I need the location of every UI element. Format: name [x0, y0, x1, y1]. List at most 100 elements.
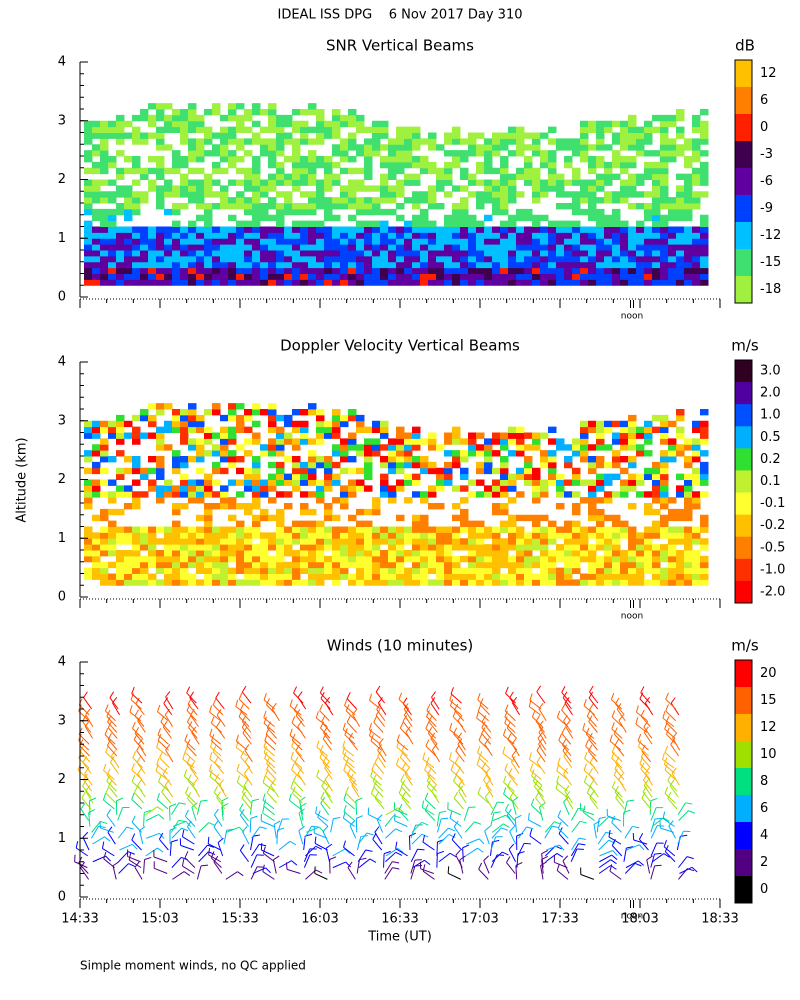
field-cell: [684, 503, 693, 510]
noon-label: noon: [621, 312, 643, 322]
field-cell: [556, 244, 565, 251]
field-cell: [476, 244, 485, 251]
field-cell: [116, 491, 125, 498]
field-cell: [532, 514, 541, 522]
field-cell: [596, 144, 605, 151]
field-cell: [484, 156, 493, 163]
field-cell: [516, 544, 525, 551]
wind-barb: [394, 820, 408, 827]
wind-barb: [295, 715, 305, 727]
field-cell: [700, 426, 709, 433]
field-cell: [84, 226, 93, 233]
field-cell: [204, 503, 213, 510]
field-cell: [372, 244, 381, 251]
field-cell: [644, 538, 653, 545]
field-cell: [420, 532, 429, 539]
field-cell: [516, 226, 525, 233]
wind-barb: [477, 710, 489, 722]
field-cell: [532, 432, 541, 439]
field-cell: [132, 438, 141, 445]
field-cell: [580, 497, 589, 504]
field-cell: [620, 491, 629, 498]
field-cell: [444, 179, 453, 186]
field-cell: [540, 255, 549, 263]
field-cell: [252, 226, 261, 233]
field-cell: [644, 426, 653, 433]
field-cell: [300, 255, 309, 263]
field-cell: [220, 432, 229, 439]
wind-barb: [182, 865, 195, 874]
field-cell: [380, 126, 389, 133]
colorbar-frame: [734, 659, 753, 904]
field-cell: [492, 479, 501, 486]
field-cell: [356, 220, 365, 227]
field-cell: [284, 179, 293, 186]
wind-barb: [424, 792, 429, 800]
field-cell: [516, 273, 525, 280]
x-tick-label: 14:33: [61, 912, 98, 927]
field-cell: [212, 550, 221, 557]
field-cell: [132, 526, 141, 533]
field-cell: [140, 473, 149, 480]
field-cell: [532, 255, 541, 263]
field-cell: [588, 161, 597, 169]
field-cell: [308, 567, 317, 574]
field-cell: [444, 579, 453, 586]
field-cell: [212, 467, 221, 475]
field-cell: [484, 197, 493, 204]
field-cell: [92, 279, 101, 286]
field-cell: [252, 550, 261, 557]
field-cell: [188, 279, 197, 286]
field-cell: [276, 550, 285, 557]
field-cell: [260, 273, 269, 280]
field-cell: [292, 144, 301, 151]
field-cell: [668, 420, 677, 428]
field-cell: [228, 550, 237, 557]
field-cell: [92, 491, 101, 498]
field-cell: [404, 479, 413, 486]
field-cell: [92, 208, 101, 216]
field-cell: [572, 544, 581, 551]
field-cell: [292, 179, 301, 186]
field-cell: [324, 426, 333, 433]
field-cell: [628, 526, 637, 533]
wind-barb: [91, 821, 101, 833]
field-cell: [572, 150, 581, 157]
field-cell: [92, 550, 101, 557]
wind-barb: [319, 686, 324, 694]
field-cell: [676, 414, 685, 422]
field-cell: [684, 255, 693, 263]
field-cell: [348, 432, 357, 439]
field-cell: [420, 138, 429, 145]
field-cell: [692, 150, 701, 157]
field-cell: [612, 273, 621, 280]
field-cell: [420, 461, 429, 469]
field-cell: [348, 491, 357, 498]
field-cell: [660, 161, 669, 169]
field-cell: [588, 579, 597, 586]
field-cell: [572, 250, 581, 257]
wind-barb: [612, 786, 623, 798]
field-cell: [572, 567, 581, 574]
field-cell: [500, 273, 509, 280]
field-cell: [180, 485, 189, 492]
field-cell: [284, 255, 293, 263]
wind-barb: [196, 865, 202, 880]
wind-barb: [235, 746, 248, 757]
x-tick-label: 18:33: [701, 912, 738, 927]
field-cell: [700, 120, 709, 128]
wind-barb: [184, 745, 189, 753]
field-cell: [612, 267, 621, 274]
field-cell: [604, 144, 613, 151]
field-cell: [676, 214, 685, 222]
wind-barb: [316, 769, 320, 777]
field: [84, 403, 709, 586]
field-cell: [364, 473, 373, 480]
field-cell: [396, 567, 405, 574]
field-cell: [580, 197, 589, 204]
field-cell: [484, 255, 493, 263]
wind-barb: [410, 865, 416, 880]
field-cell: [620, 438, 629, 445]
wind-barb: [378, 743, 387, 757]
wind-barb: [278, 840, 291, 851]
